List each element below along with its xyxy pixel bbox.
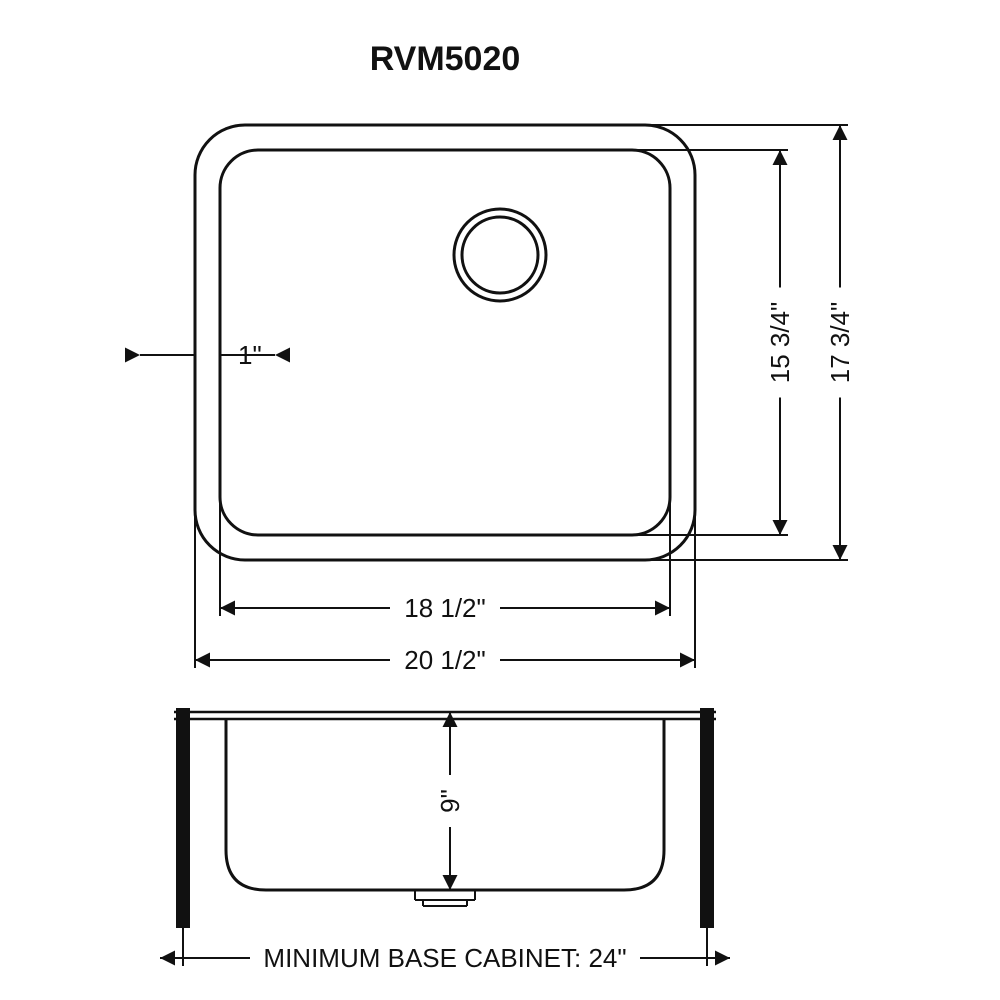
dimension-inner-width: 18 1/2" [220,592,670,623]
top-view [195,125,695,560]
drain-inner-circle [462,217,538,293]
dimension-depth: 9" [435,712,465,890]
dimension-label: 18 1/2" [404,593,486,623]
dimension-label: 17 3/4" [825,302,855,384]
dimension-label: 9" [435,789,465,813]
dimension-outer-height: 17 3/4" [825,125,855,560]
extension-lines [183,125,848,966]
sink-outer-rect [195,125,695,560]
dimension-label: 1" [238,340,262,370]
sink-inner-rect [220,150,670,535]
product-title: RVM5020 [370,40,521,78]
drain-outer-circle [454,209,546,301]
dimension-base-cabinet: MINIMUM BASE CABINET: 24" [160,941,730,973]
technical-drawing: RVM5020 1" 18 1/2" 20 1/2" 15 3/4" 17 3/… [0,0,1000,1000]
dimension-outer-width: 20 1/2" [195,644,695,675]
footer-label: MINIMUM BASE CABINET: 24" [263,943,626,973]
dimension-inner-height: 15 3/4" [765,150,795,535]
dimension-label: 20 1/2" [404,645,486,675]
dimension-label: 15 3/4" [765,302,795,384]
dimension-wall-thickness: 1" [140,340,275,370]
